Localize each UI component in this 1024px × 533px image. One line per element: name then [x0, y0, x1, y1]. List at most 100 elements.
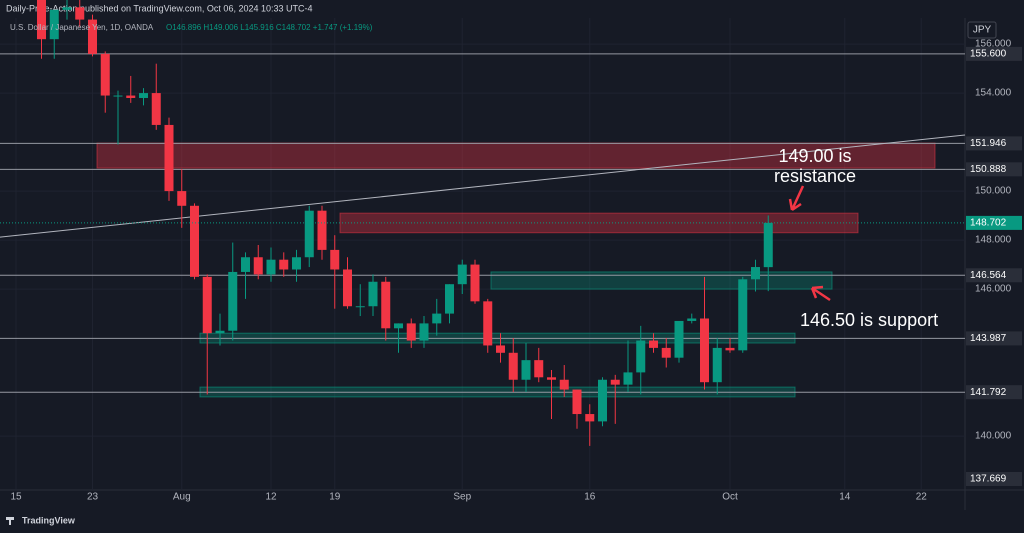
candle-body — [317, 210, 327, 250]
candle-body — [266, 259, 276, 275]
level-label-box — [966, 472, 1022, 486]
level-label: 141.792 — [970, 387, 1007, 398]
candle-body — [151, 93, 161, 125]
x-tick-label: 14 — [839, 492, 851, 503]
candle-body — [470, 264, 480, 302]
candle-body — [738, 279, 748, 351]
candle-body — [100, 53, 110, 96]
candle-body — [228, 271, 238, 331]
arrow — [788, 185, 805, 212]
footer: TradingView — [22, 515, 76, 525]
candle-body — [406, 323, 416, 341]
level-label: 151.946 — [970, 138, 1007, 149]
candle-body — [700, 318, 709, 383]
last-price-box — [966, 215, 1022, 230]
candle-body — [687, 318, 697, 321]
candle-body — [534, 360, 544, 378]
annotation: 146.50 is support — [800, 310, 938, 330]
logo — [6, 517, 14, 525]
candle-body — [712, 347, 722, 383]
candle-body — [190, 205, 199, 277]
candle-body — [368, 281, 378, 307]
candle-body — [241, 257, 250, 272]
candle-body — [75, 7, 85, 20]
candle-body — [253, 257, 263, 275]
level-label-box — [966, 268, 1022, 283]
zone — [490, 271, 833, 290]
candle-body — [177, 191, 187, 206]
symbol: U.S. Dollar / Japanese Yen, 1D, OANDA — [10, 23, 154, 32]
candle-body — [483, 301, 493, 346]
candle-body — [445, 284, 454, 314]
candle-body — [304, 210, 314, 258]
level-label-box — [966, 46, 1022, 61]
y-tick-label: 146.000 — [975, 284, 1012, 295]
candle-body — [419, 323, 429, 341]
annotation: resistance — [774, 166, 856, 186]
candle-body — [559, 379, 569, 390]
y-tick-label: 156.000 — [975, 39, 1012, 50]
level-label: 146.564 — [970, 270, 1007, 281]
candle-body — [355, 306, 365, 308]
candle-body — [279, 259, 289, 270]
candle-body — [49, 9, 59, 40]
candle-body — [394, 323, 403, 329]
candle-body — [649, 340, 658, 348]
candle-body — [725, 347, 735, 351]
candle-body — [62, 7, 72, 10]
candle-body — [636, 340, 646, 373]
x-tick-label: Oct — [722, 492, 738, 503]
x-tick-label: 19 — [329, 492, 341, 503]
candle-body — [674, 320, 684, 358]
last-price-label: 148.702 — [970, 218, 1007, 229]
ohlc-text: O146.896 H149.006 L145.916 C148.702 +1.7… — [166, 23, 373, 32]
candle-body — [164, 124, 174, 192]
level-label-box — [966, 136, 1022, 151]
plot — [0, 0, 966, 490]
candle-body — [598, 379, 607, 422]
candle-body — [585, 414, 595, 422]
y-tick-label: 140.000 — [975, 431, 1012, 442]
level-label-box — [966, 331, 1022, 346]
arrow — [810, 285, 831, 302]
candle-body — [572, 389, 582, 415]
level-label-box — [966, 162, 1022, 177]
candle-body — [88, 19, 97, 54]
candle-body — [457, 264, 467, 285]
x-tick-label: 15 — [10, 492, 22, 503]
candle-body — [763, 222, 773, 268]
candle-body — [610, 379, 620, 385]
x-tick-label: 12 — [265, 492, 277, 503]
currency: JPY — [973, 25, 992, 36]
trendline — [0, 134, 966, 238]
candle-body — [661, 347, 671, 358]
level-label: 150.888 — [970, 164, 1007, 175]
level-label: 143.987 — [970, 333, 1007, 344]
x-tick-label: 23 — [87, 492, 99, 503]
candle-body — [202, 276, 212, 334]
level-label: 155.600 — [970, 49, 1007, 60]
y-tick-label: 148.000 — [975, 235, 1012, 246]
candle-body — [623, 372, 633, 385]
y-tick-label: 150.000 — [975, 186, 1012, 197]
x-tick-label: Aug — [173, 492, 191, 503]
candle-body — [292, 257, 301, 270]
candle-body — [381, 281, 391, 329]
candle-body — [432, 313, 442, 324]
candle-body — [215, 330, 225, 334]
currency-box[interactable] — [967, 21, 997, 39]
candle-body — [139, 93, 148, 98]
level-label-box — [966, 385, 1022, 400]
candle-body — [521, 360, 531, 380]
candle-body — [37, 0, 46, 40]
candle-body — [330, 249, 340, 270]
x-tick-label: 16 — [584, 492, 596, 503]
x-tick-label: Sep — [453, 492, 471, 503]
candle-body — [508, 352, 518, 380]
annotation: 149.00 is — [778, 146, 851, 166]
candle-body — [496, 345, 505, 353]
zone — [96, 142, 936, 169]
candle-body — [751, 267, 760, 280]
